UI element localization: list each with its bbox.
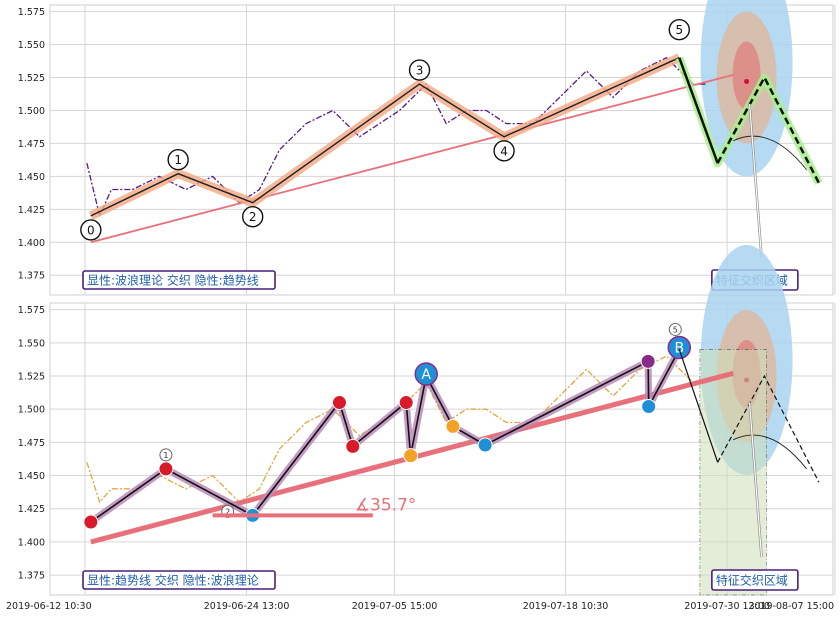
bottom-ytick-label: 1.525	[18, 372, 45, 383]
bottom-note-marker	[445, 418, 461, 434]
top-pointer-arrow-inner	[748, 103, 763, 258]
top-wave-line	[90, 57, 680, 217]
top-wave-label: 3	[416, 64, 424, 78]
top-ytick-label: 1.500	[18, 106, 45, 117]
top-wave-label: 2	[249, 210, 257, 224]
top-ytick-label: 1.575	[18, 7, 45, 18]
top-ytick-label: 1.450	[18, 172, 45, 183]
top-wave-marker-circle	[668, 19, 690, 41]
top-caption-text: 显性:波浪理论 交织 隐性:趋势线	[87, 273, 259, 288]
bottom-ytick-label: 1.425	[18, 504, 45, 515]
bottom-xtick-label: 2019-06-24 13:00	[204, 601, 290, 612]
bottom-xtick-label: 2019-07-05 15:00	[352, 601, 438, 612]
top-caption-box	[82, 270, 276, 290]
bottom-zone-label-text: 特征交织区域	[716, 573, 788, 588]
bottom-ytick-label: 1.450	[18, 471, 45, 482]
bottom-caption-box	[82, 570, 276, 590]
bottom-small-wave-label: 2	[225, 507, 230, 516]
bottom-big-label-circle	[414, 362, 438, 386]
top-panel: 1.375 1.400 1.425 1.450 1.475 1.500 1.525 1.550…	[18, 0, 836, 296]
bottom-reversal-arc	[733, 434, 807, 470]
top-wave-label: 1	[174, 153, 182, 167]
bottom-note-marker	[345, 438, 361, 454]
top-wave-marker-circle	[167, 149, 189, 171]
top-reversal-arc	[733, 135, 807, 171]
bottom-big-label: B	[674, 340, 684, 356]
bottom-note-marker	[477, 437, 493, 453]
top-wave-marker-circle	[408, 59, 431, 81]
bottom-ytick-label: 1.500	[18, 405, 45, 416]
top-trendline	[90, 73, 734, 244]
top-wave-label: 0	[87, 223, 95, 237]
bottom-note-marker	[331, 395, 347, 411]
bottom-note-marker	[158, 461, 174, 477]
top-wave-marker-circle	[80, 219, 102, 241]
bottom-small-wave-label: 1	[163, 451, 168, 460]
bottom-small-wave-label: 5	[673, 325, 678, 334]
top-ytick-label: 1.525	[18, 73, 45, 84]
bottom-big-label-circle	[667, 335, 692, 360]
bottom-big-label: A	[421, 367, 431, 383]
bottom-angle-label: ∡35.7°	[355, 495, 417, 515]
bottom-small-wave-circle	[668, 322, 682, 336]
top-ytick-label: 1.550	[18, 40, 45, 51]
top-wave-label: 5	[675, 23, 683, 37]
bottom-projection-impulse	[678, 349, 719, 463]
bottom-note-marker	[403, 448, 419, 464]
bottom-caption-text: 显性:趋势线 交织 隐性:波浪理论	[87, 573, 259, 588]
bottom-ytick-label: 1.400	[18, 537, 45, 548]
bottom-ytick-label: 1.475	[18, 438, 45, 449]
bottom-zone-label-box	[711, 569, 799, 591]
bottom-xtick-label: 2019-07-18 10:30	[523, 601, 609, 612]
top-ytick-label: 1.400	[18, 238, 45, 249]
top-wave-marker-circle	[493, 140, 515, 162]
top-ytick-label: 1.375	[18, 271, 45, 282]
bottom-xtick-label: 2019-07-30 13:00	[684, 601, 770, 612]
bottom-panel: 1.375 1.400 1.425 1.450 1.475 1.500 1.525 1.550…	[6, 244, 836, 612]
top-price-series-line	[86, 56, 707, 218]
bottom-projection-dashed	[717, 374, 820, 483]
bottom-note-marker	[640, 353, 656, 369]
bottom-overlap-box	[699, 349, 767, 596]
top-projection-dashed	[716, 74, 821, 184]
bottom-ytick-label: 1.375	[18, 571, 45, 582]
bottom-xtick-label: 2019-06-12 10:30	[6, 601, 92, 612]
bottom-xtick-label: 2019-08-07 15:00	[748, 601, 834, 612]
bottom-ytick-label: 1.550	[18, 338, 45, 349]
top-wave-marker-circle	[241, 206, 264, 228]
bottom-small-wave-circle	[159, 448, 173, 462]
top-projection-impulse	[678, 57, 719, 164]
bottom-ytick-label: 1.575	[18, 305, 45, 316]
bottom-note-marker	[83, 514, 99, 530]
bottom-pointer-arrow-inner	[748, 402, 763, 558]
top-wave-label: 4	[500, 144, 508, 158]
top-ytick-label: 1.475	[18, 139, 45, 150]
bottom-note-marker	[398, 395, 414, 411]
top-ytick-label: 1.425	[18, 205, 45, 216]
top-zone-center-dot	[744, 78, 750, 84]
bottom-note-marker	[641, 399, 657, 415]
